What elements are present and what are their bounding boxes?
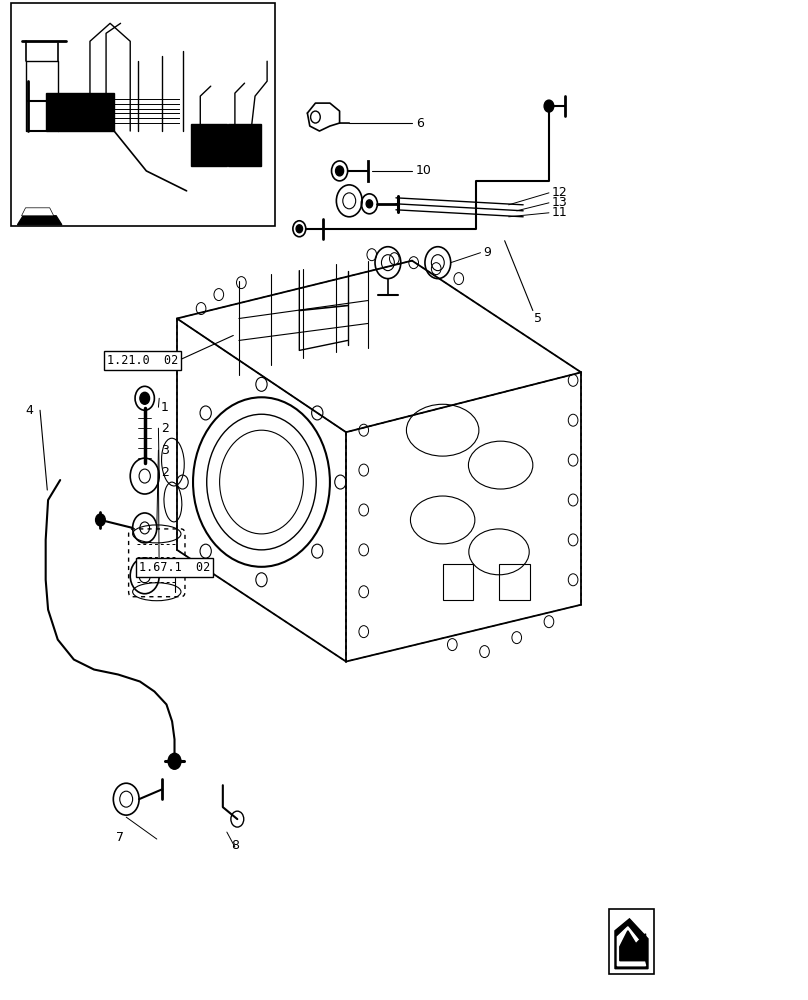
Polygon shape — [617, 927, 646, 966]
Polygon shape — [615, 919, 648, 969]
Text: 7: 7 — [116, 831, 124, 844]
Text: 12: 12 — [552, 186, 568, 199]
Polygon shape — [22, 208, 53, 216]
Polygon shape — [620, 931, 646, 961]
Text: 8: 8 — [231, 839, 239, 852]
Bar — [443, 564, 473, 600]
Circle shape — [140, 392, 149, 404]
Bar — [499, 564, 529, 600]
Circle shape — [95, 514, 105, 526]
Text: 2: 2 — [161, 466, 169, 479]
Text: 1: 1 — [161, 401, 169, 414]
Text: 10: 10 — [416, 164, 432, 177]
Bar — [229, 124, 261, 166]
Text: 9: 9 — [483, 246, 490, 259]
Bar — [609, 909, 654, 974]
Circle shape — [366, 200, 372, 208]
Text: 2: 2 — [161, 422, 169, 435]
Bar — [191, 124, 227, 166]
Circle shape — [335, 166, 343, 176]
Circle shape — [168, 753, 181, 769]
Text: 6: 6 — [416, 117, 424, 130]
Text: 13: 13 — [552, 196, 568, 209]
Text: 11: 11 — [552, 206, 568, 219]
Text: 1.67.1  02: 1.67.1 02 — [139, 561, 210, 574]
Polygon shape — [18, 216, 61, 225]
Circle shape — [296, 225, 302, 233]
Circle shape — [544, 100, 553, 112]
Text: 4: 4 — [26, 404, 33, 417]
Bar — [46, 93, 114, 131]
Text: 5: 5 — [534, 312, 542, 325]
Text: 3: 3 — [161, 444, 169, 457]
Text: 1.21.0  02: 1.21.0 02 — [107, 354, 178, 367]
